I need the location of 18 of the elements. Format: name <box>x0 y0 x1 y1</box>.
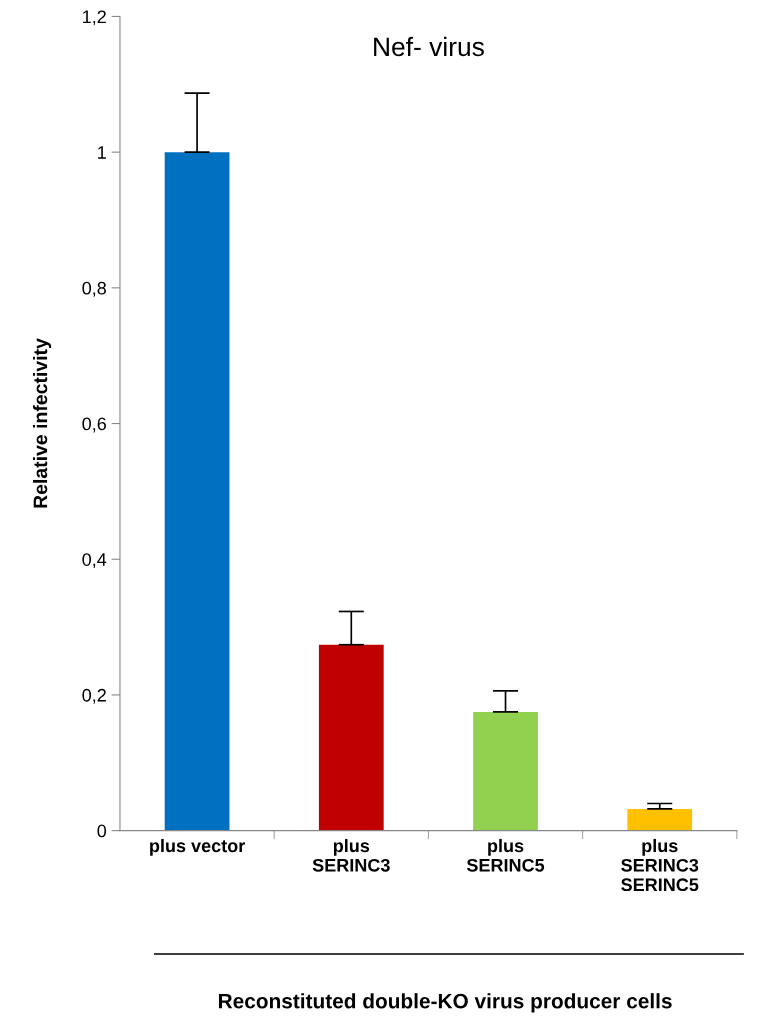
y-tick-label: 0 <box>97 824 107 838</box>
y-axis-title: Relative infectivity <box>33 338 52 508</box>
y-tick-label: 0,4 <box>82 553 107 569</box>
x-tick-label: plus SERINC5 <box>466 838 545 872</box>
y-tick-label: 0,6 <box>82 417 106 433</box>
x-axis-title: Reconstituted double-KO virus producer cells <box>218 993 672 1013</box>
y-tick-label: 0,2 <box>82 688 106 704</box>
x-tick-label: plus SERINC3 <box>312 838 390 872</box>
bar <box>164 152 230 831</box>
x-tick-label: plus vector <box>150 838 245 856</box>
bar <box>318 644 384 831</box>
bar <box>473 711 538 831</box>
text: Nef- virus <box>374 36 484 57</box>
x-tick-label: plus SERINC3 SERINC5 <box>621 838 699 892</box>
y-tick-label: 1,2 <box>83 10 106 26</box>
bar <box>627 808 693 831</box>
y-tick-label: 1 <box>98 146 106 159</box>
y-tick-label: 0,8 <box>82 281 106 297</box>
